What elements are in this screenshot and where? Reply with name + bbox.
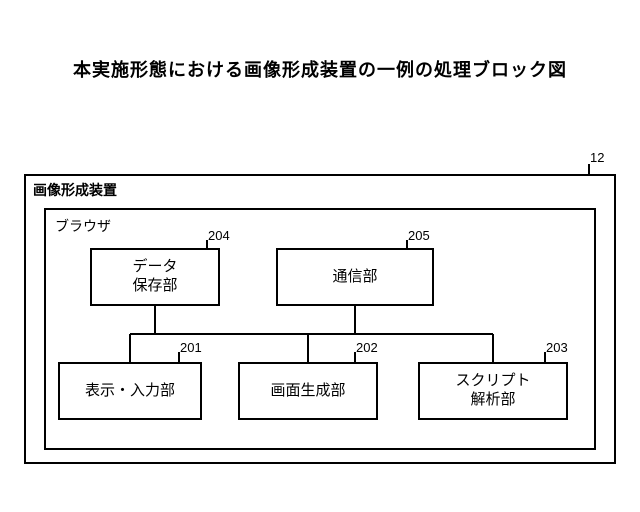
leader-outer: [588, 164, 590, 174]
ref-201: 201: [180, 340, 202, 355]
node-communication: 通信部: [276, 248, 434, 306]
node-script-parser: スクリプト解析部: [418, 362, 568, 420]
node-display-input-label: 表示・入力部: [85, 382, 175, 401]
diagram-title: 本実施形態における画像形成装置の一例の処理ブロック図: [0, 56, 640, 82]
ref-204: 204: [208, 228, 230, 243]
outer-box-label: 画像形成装置: [33, 180, 117, 200]
leader-205: [406, 240, 408, 248]
node-communication-label: 通信部: [332, 268, 377, 287]
node-data-storage: データ保存部: [90, 248, 220, 306]
leader-204: [206, 240, 208, 248]
leader-201: [178, 352, 180, 362]
node-screen-gen: 画面生成部: [238, 362, 378, 420]
node-display-input: 表示・入力部: [58, 362, 202, 420]
node-screen-gen-label: 画面生成部: [270, 382, 345, 401]
node-script-parser-label: スクリプト解析部: [455, 372, 530, 410]
ref-outer: 12: [590, 150, 604, 165]
diagram-canvas: 本実施形態における画像形成装置の一例の処理ブロック図 12 画像形成装置 ブラウ…: [0, 0, 640, 512]
node-data-storage-label: データ保存部: [132, 258, 177, 296]
ref-202: 202: [356, 340, 378, 355]
leader-202: [354, 352, 356, 362]
leader-203: [544, 352, 546, 362]
inner-box-label: ブラウザ: [55, 216, 111, 236]
ref-205: 205: [408, 228, 430, 243]
ref-203: 203: [546, 340, 568, 355]
